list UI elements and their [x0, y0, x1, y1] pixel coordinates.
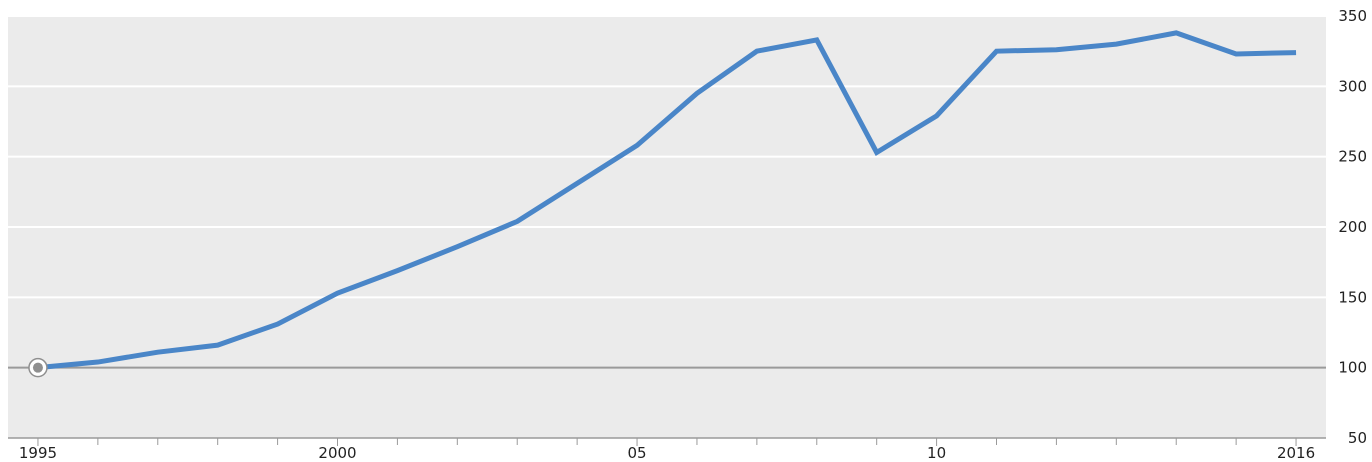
x-axis [8, 437, 1326, 446]
x-tick-label-05: 05 [627, 444, 646, 462]
data-point-2016 [1293, 50, 1299, 56]
start-marker-dot [32, 362, 43, 373]
y-tick-label-200: 200 [1338, 218, 1367, 236]
y-tick-label-350: 350 [1338, 7, 1367, 25]
grid-lines [8, 15, 1326, 299]
x-tick-label-1995: 1995 [19, 444, 57, 462]
data-point-2002 [454, 244, 460, 250]
series-layer [37, 30, 1299, 371]
data-point-2000 [335, 290, 341, 296]
data-point-1998 [215, 342, 221, 348]
x-tick-label-2000: 2000 [318, 444, 356, 462]
x-tick-label-2016: 2016 [1277, 444, 1315, 462]
data-point-1997 [155, 349, 161, 355]
data-point-2009 [874, 149, 880, 155]
data-point-2003 [514, 218, 520, 224]
data-point-2007 [754, 48, 760, 54]
x-axis-tick-labels: 1995 2000 05 10 2016 [19, 444, 1315, 462]
data-point-2013 [1113, 41, 1119, 47]
data-point-1996 [95, 359, 101, 365]
y-axis-tick-labels: 50 100 150 200 250 300 350 [1338, 7, 1367, 447]
data-point-2005 [634, 142, 640, 148]
y-tick-label-50: 50 [1348, 429, 1367, 447]
y-tick-label-100: 100 [1338, 359, 1367, 377]
x-tick-label-10: 10 [927, 444, 946, 462]
data-point-2012 [1053, 47, 1059, 53]
data-point-1999 [275, 321, 281, 327]
data-point-2006 [694, 90, 700, 96]
data-point-2008 [814, 37, 820, 43]
marker-layer [28, 357, 48, 378]
y-tick-label-300: 300 [1338, 77, 1367, 95]
data-point-2004 [574, 180, 580, 186]
data-point-2014 [1173, 30, 1179, 36]
y-tick-label-250: 250 [1338, 148, 1367, 166]
y-tick-label-150: 150 [1338, 288, 1367, 306]
data-point-2001 [394, 268, 400, 274]
series-line-0 [37, 30, 1297, 371]
data-point-2010 [934, 113, 940, 119]
data-point-2011 [994, 48, 1000, 54]
data-point-2015 [1233, 51, 1239, 57]
